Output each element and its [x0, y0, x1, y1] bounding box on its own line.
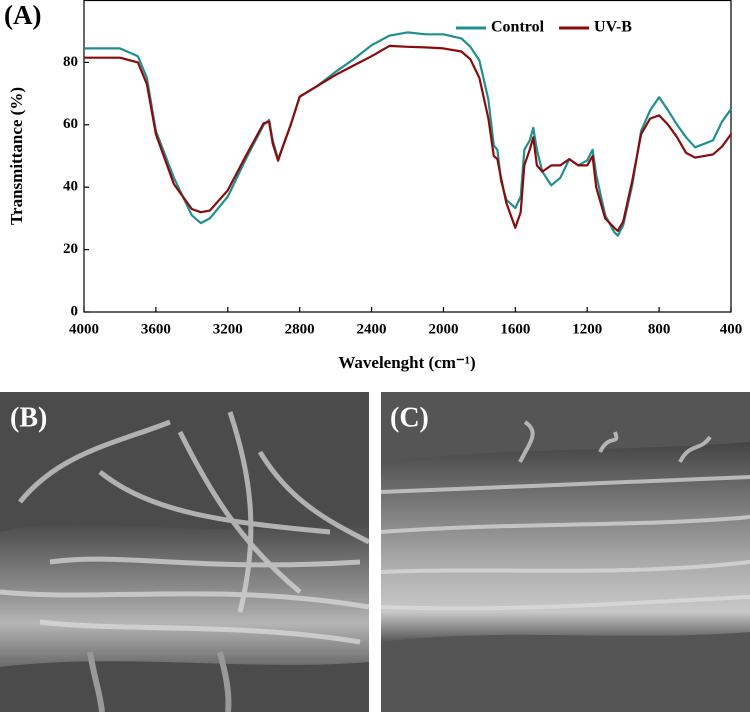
x-tick-label: 1200	[572, 321, 602, 337]
legend-label: Control	[491, 19, 545, 36]
y-tick-label: 40	[63, 179, 78, 195]
fiber	[87, 651, 232, 712]
legend-label: UV-B	[594, 19, 632, 36]
x-tick-label: 4000	[69, 321, 99, 337]
x-tick-label: 2400	[357, 321, 387, 337]
x-tick-label: 2800	[285, 321, 315, 337]
series-line	[84, 44, 732, 232]
fiber-bundle	[381, 442, 750, 642]
image-b	[0, 392, 371, 712]
y-tick-label: 60	[63, 116, 78, 132]
plot-frame	[83, 0, 732, 313]
x-tick-label: 400	[720, 321, 743, 337]
panel-label: (A)	[4, 0, 41, 30]
x-tick-label: 3600	[141, 321, 171, 337]
chart: (A) Wavelenght (cm⁻¹) Transmittance (%) …	[4, 0, 743, 372]
x-tick-label: 3200	[213, 321, 243, 337]
panel-label: (C)	[390, 402, 429, 433]
fiber	[380, 420, 750, 611]
image-c	[380, 392, 750, 712]
y-tick-label: 0	[71, 303, 79, 319]
y-tick-label: 80	[63, 54, 78, 70]
x-axis-label: Wavelenght (cm⁻¹)	[338, 353, 475, 372]
x-tick-label: 2000	[428, 321, 458, 337]
y-axis-label: Transmittance (%)	[7, 87, 26, 225]
fiber	[0, 411, 371, 645]
series-line	[84, 31, 732, 237]
panel-label: (B)	[10, 402, 47, 433]
x-tick-label: 1600	[500, 321, 530, 337]
y-tick-label: 20	[63, 241, 78, 257]
sem-images: (B) (C)	[0, 392, 750, 712]
x-tick-label: 800	[648, 321, 671, 337]
